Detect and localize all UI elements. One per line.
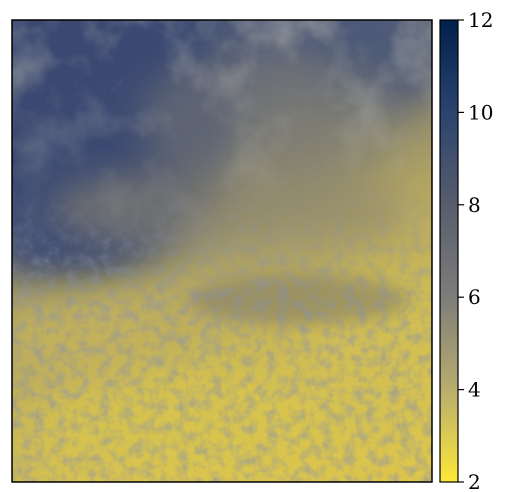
heatmap-image <box>12 20 432 482</box>
colorbar-tick-label: 8 <box>468 193 481 217</box>
colorbar-tick-label: 4 <box>468 378 481 402</box>
colorbar-tick-label: 2 <box>468 470 481 492</box>
colorbar-tick-label: 10 <box>468 100 493 124</box>
heatmap-frame <box>11 19 433 483</box>
colorbar-tick-label: 6 <box>468 285 481 309</box>
colorbar-tick-label: 12 <box>468 8 493 32</box>
colorbar-frame <box>439 19 459 483</box>
colorbar: 2 4 6 8 10 12 <box>439 8 493 492</box>
colorbar-gradient <box>440 20 458 482</box>
